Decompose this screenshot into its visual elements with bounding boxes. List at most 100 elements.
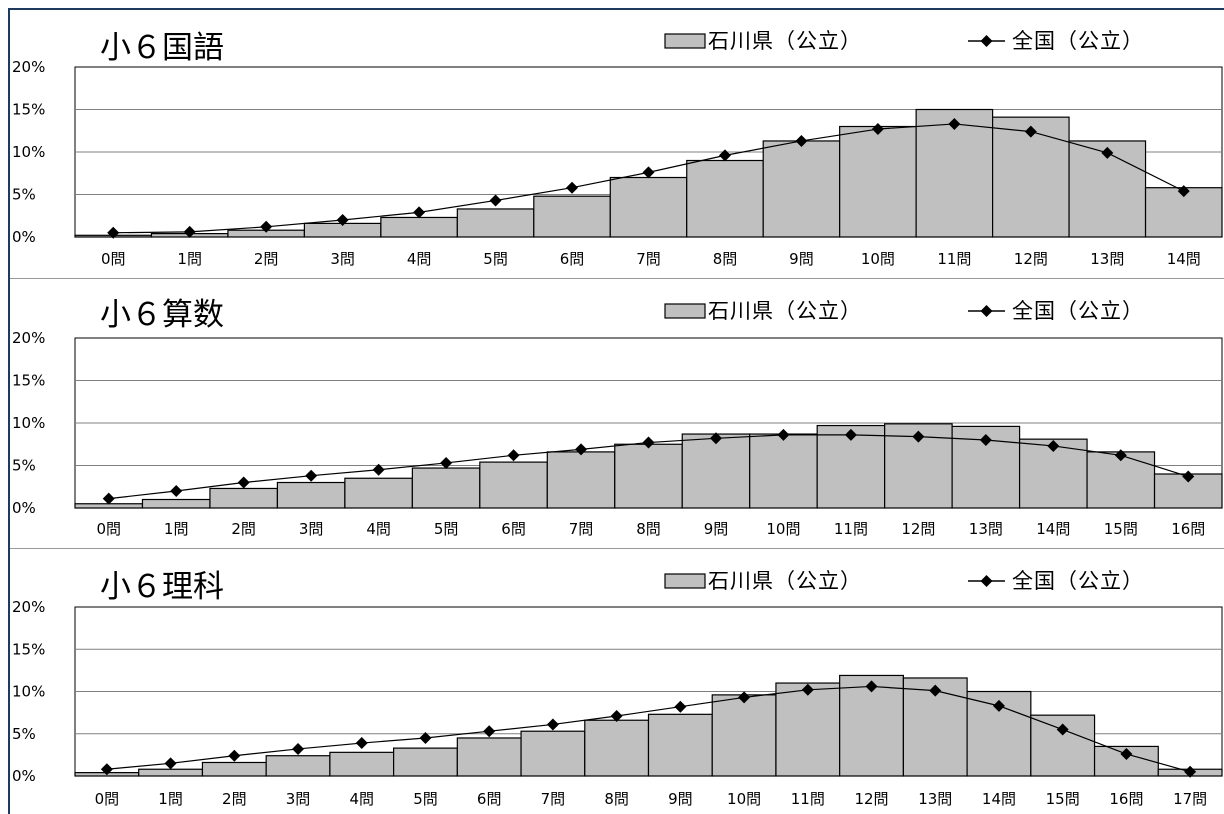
line-point: [100, 763, 113, 776]
bar: [344, 477, 413, 509]
legend-label-bar: 石川県（公立）: [708, 299, 862, 323]
x-tick-label: 4問: [407, 250, 432, 268]
x-tick-label: 2問: [254, 250, 279, 268]
x-tick-label: 4問: [349, 790, 374, 808]
bar: [201, 761, 267, 777]
legend: 石川県（公立） 全国（公立）: [664, 569, 1143, 593]
x-tick-label: 10問: [766, 520, 800, 538]
bar: [520, 730, 586, 777]
bar: [329, 751, 395, 777]
legend-label-line: 全国（公立）: [1012, 299, 1144, 323]
bar: [711, 694, 777, 777]
bar: [584, 719, 650, 777]
x-tick-label: 15問: [1104, 520, 1138, 538]
line-point: [170, 485, 183, 497]
chart-title: 小６国語: [100, 30, 224, 66]
bar: [614, 443, 683, 509]
bar: [276, 481, 346, 509]
x-tick-label: 9問: [704, 520, 729, 538]
bar: [393, 747, 458, 777]
y-tick-label: 0%: [12, 228, 36, 246]
x-tick-label: 7問: [541, 790, 566, 808]
x-tick-label: 15問: [1046, 790, 1080, 808]
line-point: [164, 757, 177, 770]
line-point: [260, 220, 273, 233]
legend-label-line: 全国（公立）: [1012, 29, 1144, 53]
line-point: [107, 226, 120, 239]
x-tick-label: 3問: [330, 250, 355, 268]
line-point: [372, 463, 385, 476]
line-point: [489, 194, 502, 207]
x-tick-label: 13問: [918, 790, 952, 808]
bar: [380, 216, 458, 238]
bar: [265, 755, 331, 777]
y-tick-label: 0%: [12, 499, 36, 517]
x-tick-label: 7問: [636, 250, 661, 268]
bar: [775, 682, 841, 777]
legend-swatch-bar: [664, 33, 706, 49]
x-tick-label: 14問: [1036, 520, 1070, 538]
line-point: [718, 149, 731, 162]
line-point: [642, 436, 655, 449]
x-tick-label: 13問: [969, 520, 1003, 538]
x-tick-label: 1問: [177, 250, 202, 268]
line-point: [979, 434, 992, 446]
bar: [609, 176, 688, 238]
x-tick-label: 2問: [231, 520, 256, 538]
line-point: [1182, 470, 1195, 483]
line-point: [738, 691, 751, 704]
x-tick-label: 16問: [1171, 520, 1205, 538]
bar: [839, 125, 917, 238]
line-point: [355, 737, 368, 750]
y-tick-label: 15%: [12, 101, 45, 119]
y-tick-label: 15%: [12, 372, 45, 390]
x-tick-label: 12問: [854, 790, 888, 808]
chart-panel-sansu: 小６算数 石川県（公立） 全国（公立） 0% 5% 10% 15% 20% 0問 1問 2問 3問 4問…: [0, 270, 1224, 548]
line-point: [1184, 765, 1197, 778]
x-tick-label: 8問: [713, 250, 738, 268]
chart-panel-kokugo: 小６国語 石川県（公立） 全国（公立） 0% 5% 10% 15% 20% 0問 1問 2問 3問 4問…: [0, 0, 1224, 270]
x-tick-label: 2問: [222, 790, 247, 808]
chart-panel-rika: 小６理科 石川県（公立） 全国（公立） 0% 5% 10% 15% 20% 0問 1問 2問 3問 4問…: [0, 540, 1224, 814]
line-point: [801, 683, 814, 696]
line-point: [566, 181, 579, 194]
x-tick-label: 1問: [158, 790, 183, 808]
chart-title: 小６理科: [100, 569, 224, 605]
line-point: [507, 449, 520, 462]
x-tick-label: 16問: [1109, 790, 1143, 808]
line-point: [237, 476, 250, 489]
line-point: [183, 225, 196, 238]
x-tick-label: 13問: [1090, 250, 1124, 268]
panel-divider: [10, 548, 1224, 549]
x-tick-label: 14問: [1167, 250, 1201, 268]
line-point: [483, 725, 496, 738]
x-tick-label: 5問: [413, 790, 438, 808]
bar: [762, 140, 841, 238]
legend-label-bar: 石川県（公立）: [708, 569, 862, 593]
legend: 石川県（公立） 全国（公立）: [664, 299, 1144, 323]
x-tick-label: 5問: [483, 250, 508, 268]
x-tick-label: 3問: [286, 790, 311, 808]
line-point: [292, 742, 305, 755]
x-tick-label: 8問: [636, 520, 661, 538]
y-tick-label: 20%: [12, 58, 45, 76]
bar: [479, 461, 548, 509]
line-point: [1056, 723, 1069, 736]
x-tick-label: 6問: [560, 250, 585, 268]
chart-svg-kokugo: 小６国語 石川県（公立） 全国（公立） 0% 5% 10% 15% 20% 0問 1問 2問 3問 4問…: [12, 29, 1223, 268]
bar: [209, 487, 279, 509]
line-point: [1120, 748, 1133, 761]
x-tick-label: 9問: [668, 790, 693, 808]
line-point: [709, 432, 722, 445]
y-tick-label: 5%: [12, 457, 36, 475]
x-tick-label: 5問: [434, 520, 459, 538]
panel-divider: [10, 278, 1224, 279]
line-point: [1101, 146, 1114, 159]
bar: [686, 159, 764, 238]
x-tick-label: 9問: [789, 250, 814, 268]
line-point: [1114, 449, 1127, 462]
x-tick-label: 17問: [1173, 790, 1207, 808]
chart-svg-sansu: 小６算数 石川県（公立） 全国（公立） 0% 5% 10% 15% 20% 0問 1問 2問 3問 4問…: [12, 297, 1223, 538]
line-point: [795, 134, 808, 147]
legend-swatch-bar: [664, 303, 706, 319]
